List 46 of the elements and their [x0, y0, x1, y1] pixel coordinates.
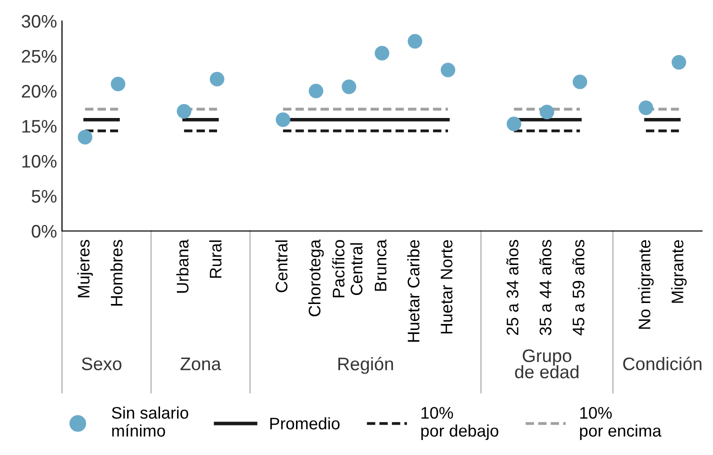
x-tick-label: Huetar Norte	[440, 240, 452, 334]
x-tick-label: 25 a 34 años	[506, 240, 518, 335]
point	[78, 130, 92, 144]
x-tick-label: Urbana	[176, 239, 189, 293]
x-tick-label: Mujeres	[77, 240, 93, 298]
text: Sexo	[82, 357, 122, 370]
point	[572, 74, 588, 90]
point	[176, 104, 192, 119]
point	[506, 116, 522, 132]
point	[440, 62, 456, 78]
y-tick-label: 25%	[22, 50, 56, 63]
x-tick-label: Rural	[209, 240, 222, 278]
y-tick-label: 5%	[32, 190, 56, 203]
point	[110, 76, 126, 92]
text: Región	[338, 356, 393, 374]
text: Grupo de edad	[515, 349, 578, 378]
x-tick-label: Chorotega	[308, 239, 324, 316]
point	[672, 55, 686, 70]
point	[210, 72, 224, 86]
x-tick-label: Migrante	[671, 240, 687, 303]
y-tick-label: 20%	[22, 84, 56, 98]
legend-label: 10% por encima	[580, 406, 662, 440]
x-tick-label: 45 a 59 años	[572, 240, 584, 336]
point	[374, 46, 390, 60]
x-tick-label: No migrante	[638, 240, 654, 329]
x-tick-label: Hombres	[110, 240, 123, 306]
text: Zona	[180, 358, 222, 370]
y-tick-label: 0%	[32, 224, 56, 238]
y-tick-label: 30%	[22, 14, 56, 28]
text: Condición	[623, 356, 702, 370]
x-tick-label: Brunca	[374, 239, 386, 291]
y-tick-label: 15%	[22, 120, 56, 133]
point	[308, 84, 324, 98]
legend-label: Sin salario mínimo	[112, 406, 188, 437]
point	[638, 100, 654, 116]
point	[408, 34, 422, 49]
y-tick-label: 10%	[22, 154, 56, 168]
x-tick-label: 35 a 44 años	[539, 240, 552, 336]
x-tick-label: Central	[275, 240, 288, 292]
point	[342, 80, 356, 94]
point	[540, 104, 554, 120]
x-tick-label: Pacífico Central	[332, 240, 362, 298]
legend-label: Promedio	[270, 417, 340, 430]
legend-label: 10% por debajo	[421, 406, 498, 440]
x-tick-label: Huetar Caribe	[407, 240, 420, 342]
point	[276, 112, 290, 127]
